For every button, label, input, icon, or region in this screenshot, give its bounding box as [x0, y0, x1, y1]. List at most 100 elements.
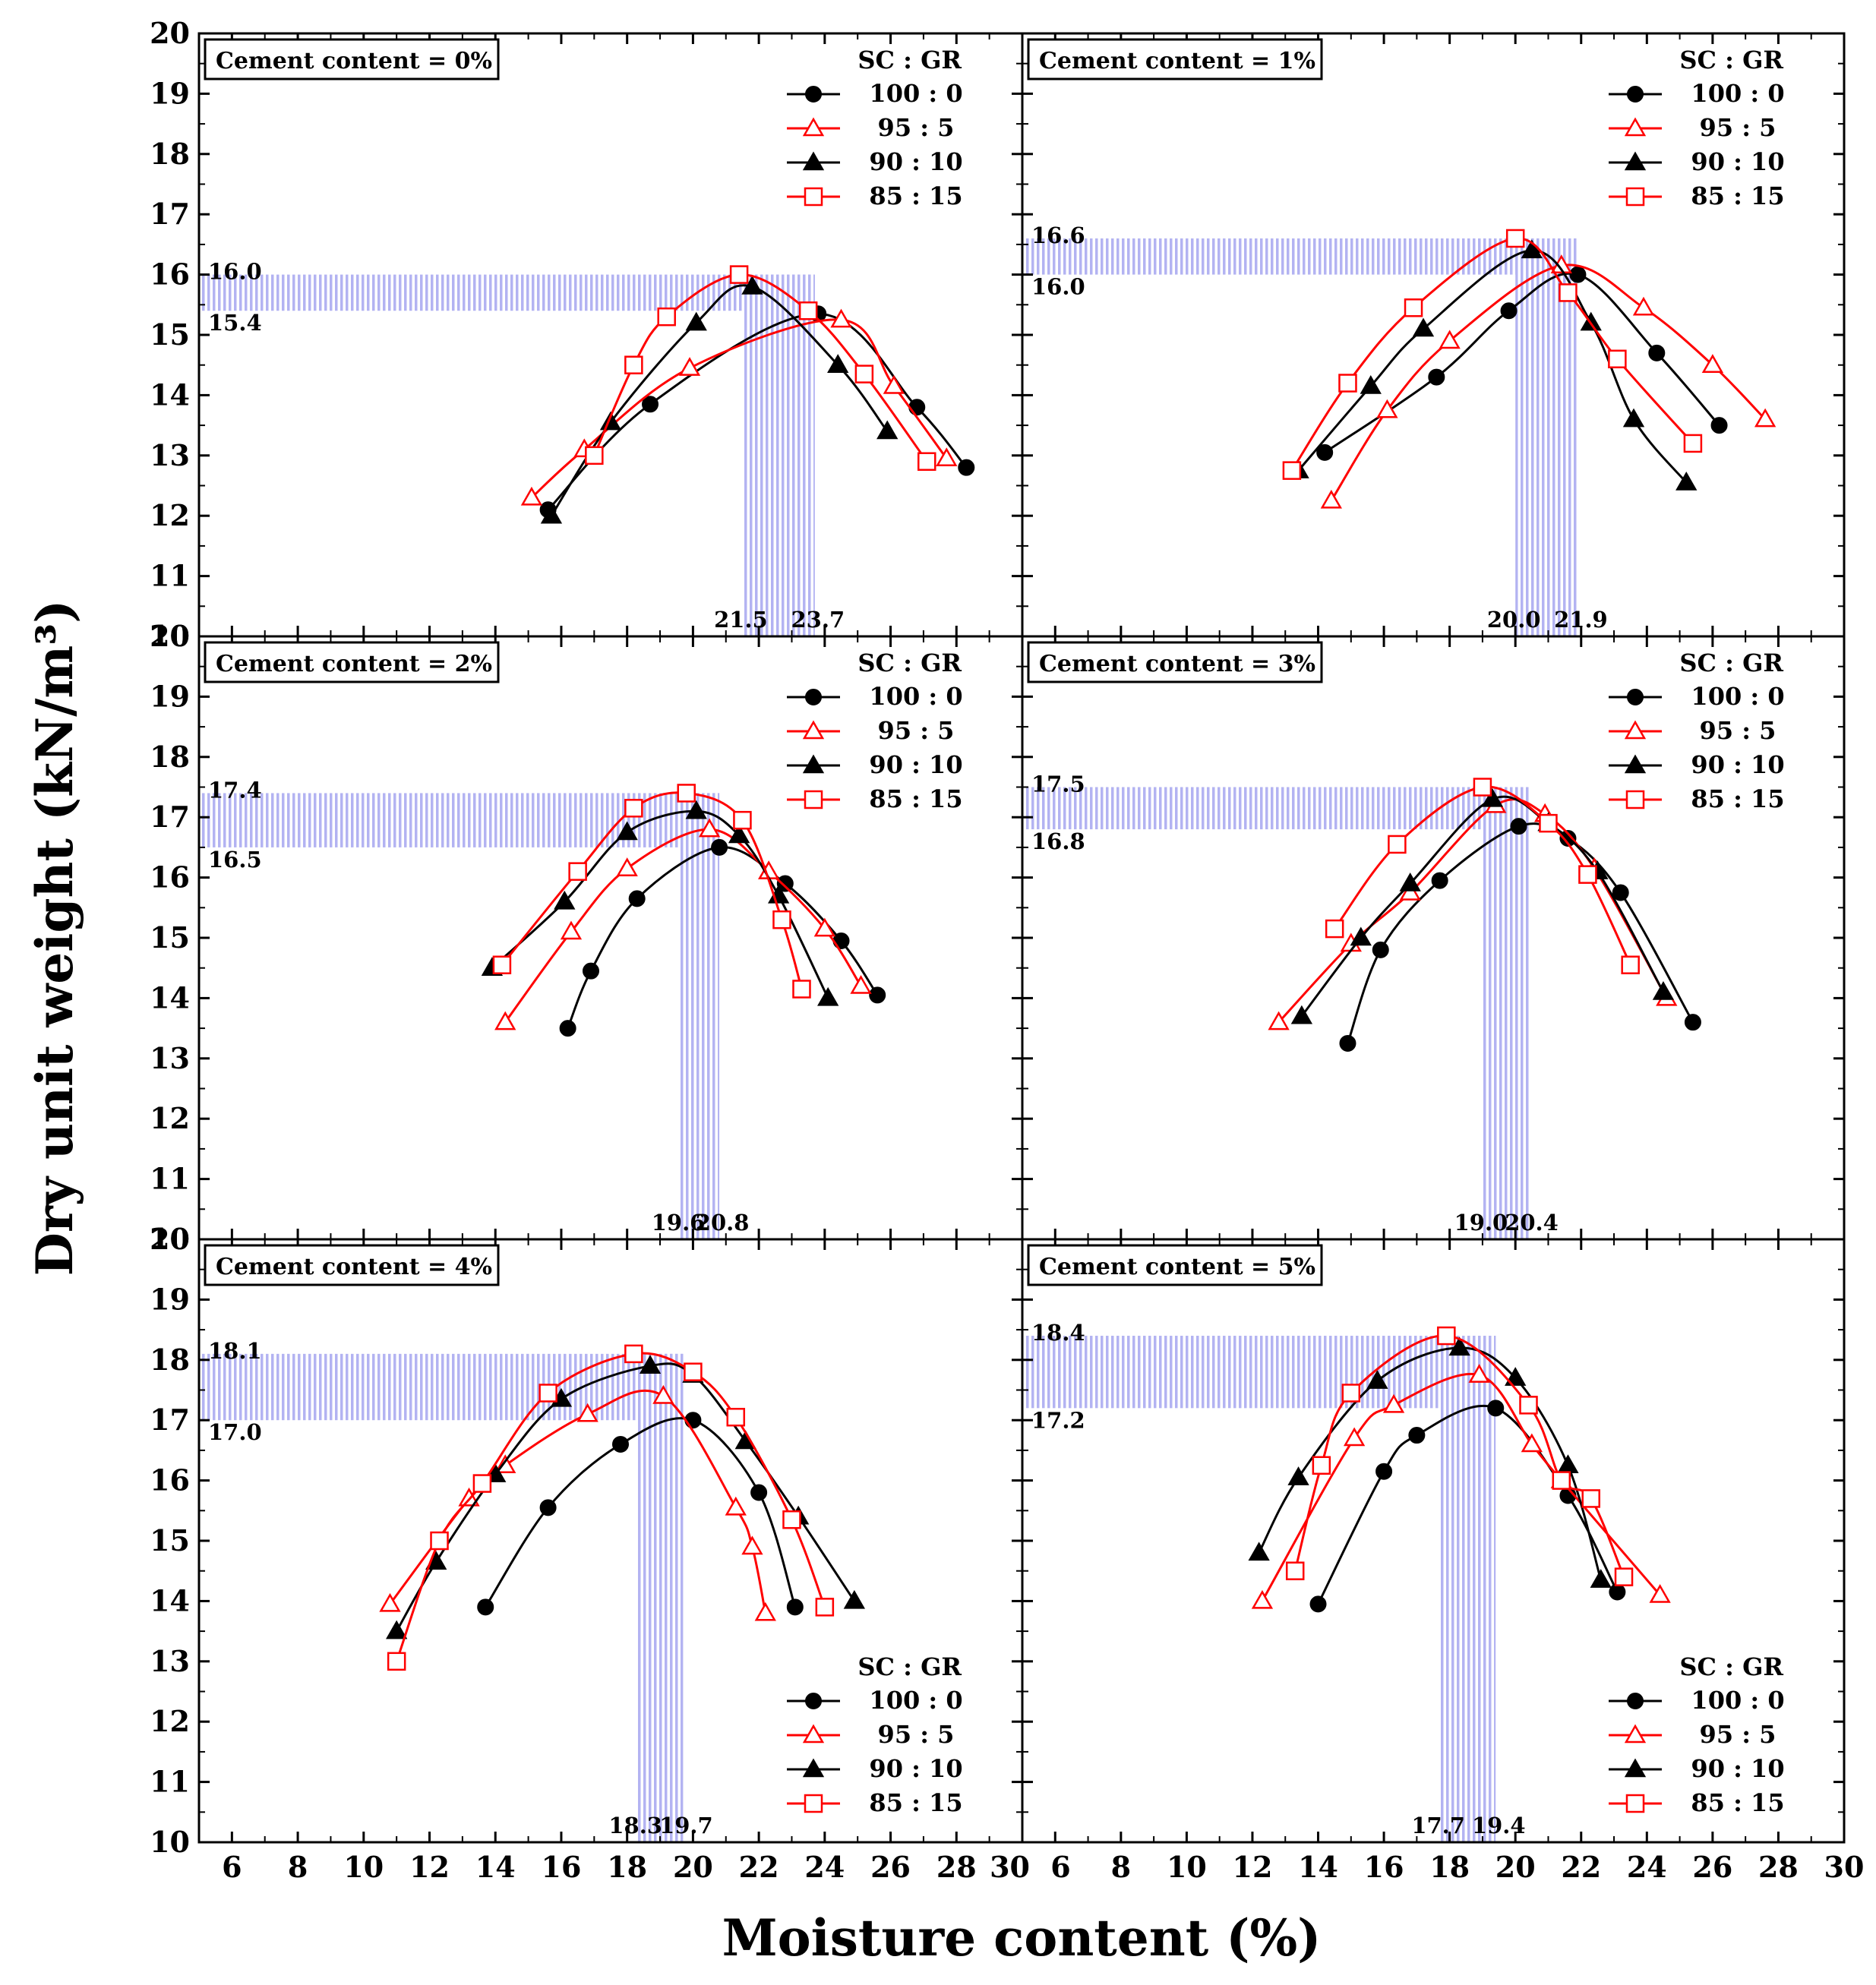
- data-point: [1510, 818, 1527, 835]
- y-tick-label: 14: [150, 377, 190, 412]
- y-tick-label: 11: [150, 1162, 190, 1196]
- data-point: [1505, 1367, 1527, 1386]
- x-band-right-label: 21.9: [1554, 607, 1608, 633]
- legend: SC : GR 100 : 0 95 : 5 90 : 10 85 : 15: [1609, 649, 1785, 813]
- panel-title-text: Cement content = 3%: [1039, 651, 1315, 677]
- legend-marker: [1624, 1758, 1647, 1778]
- data-point: [1608, 349, 1627, 369]
- data-point: [624, 1344, 643, 1364]
- legend-label: 85 : 15: [1691, 181, 1784, 210]
- data-point: [908, 399, 926, 416]
- data-point: [1622, 408, 1645, 428]
- x-tick-label: 14: [1298, 1850, 1338, 1884]
- panel-cement-2: 10 11 12 13 14 15 16 17 18 19 20 17.4 16.5 19.620.8 Ce…: [150, 619, 1024, 1256]
- y-band-upper-label: 17.5: [1031, 772, 1085, 797]
- y-tick-label: 18: [150, 137, 190, 171]
- panel-title-box: [1027, 38, 1323, 80]
- series-line: [530, 318, 948, 499]
- x-tick-label: 12: [1233, 1850, 1273, 1884]
- vertical-band: [1515, 238, 1578, 637]
- x-band-left-label: 19.0: [1454, 1210, 1508, 1235]
- y-tick-label: 18: [150, 1343, 190, 1377]
- data-point: [725, 1496, 747, 1516]
- data-point: [1350, 926, 1372, 946]
- panel-title-box: [1027, 641, 1323, 683]
- legend-marker: [1627, 1693, 1644, 1709]
- legend-marker: [802, 117, 825, 137]
- data-point: [1632, 296, 1655, 316]
- data-point: [477, 1598, 494, 1616]
- data-point: [1382, 1393, 1405, 1413]
- data-point: [582, 962, 599, 980]
- y-band-upper-label: 18.1: [208, 1338, 262, 1364]
- data-point: [1372, 941, 1389, 958]
- vertical-band: [1439, 1336, 1496, 1842]
- data-point: [772, 910, 791, 929]
- legend: SC : GR 100 : 0 95 : 5 90 : 10 85 : 15: [1609, 46, 1785, 210]
- x-band-right-label: 20.8: [696, 1210, 750, 1235]
- data-point: [628, 890, 646, 907]
- horizontal-band: [1022, 787, 1529, 830]
- data-point: [1612, 884, 1629, 901]
- x-tick-label: 6: [222, 1850, 242, 1884]
- y-tick-label: 10: [150, 619, 190, 653]
- ticks-group: [198, 635, 1024, 1241]
- plot-frame: [1021, 1238, 1846, 1844]
- y-tick-label: 16: [150, 860, 190, 895]
- data-point: [1316, 443, 1334, 461]
- y-tick-label: 16: [150, 257, 190, 292]
- x-tick-label: 24: [1627, 1850, 1667, 1884]
- y-band-lower-label: 16.0: [1031, 274, 1085, 300]
- data-point: [1248, 1542, 1270, 1561]
- legend-marker: [1624, 117, 1647, 137]
- panel-title-text: Cement content = 2%: [216, 651, 492, 677]
- data-point: [1282, 461, 1302, 480]
- legend-label: 95 : 5: [1700, 716, 1777, 745]
- x-band-left-label: 17.7: [1411, 1813, 1465, 1838]
- legend-label: 95 : 5: [878, 1720, 955, 1749]
- vertical-band: [1482, 787, 1529, 1239]
- x-band-left-label: 19.6: [652, 1210, 706, 1235]
- data-point: [1320, 489, 1342, 509]
- legend-label: 100 : 0: [1691, 1686, 1784, 1715]
- y-tick-label: 17: [150, 197, 190, 231]
- data-point: [612, 1435, 630, 1453]
- data-point: [1343, 1427, 1366, 1447]
- panel-title-text: Cement content = 1%: [1039, 48, 1315, 74]
- data-point: [813, 917, 835, 937]
- y-tick-label: 14: [150, 1583, 190, 1617]
- series-line: [1297, 249, 1688, 484]
- panel-title: Cement content = 5%: [1027, 1244, 1323, 1286]
- x-band-left-label: 20.0: [1487, 607, 1541, 633]
- data-point: [854, 364, 874, 383]
- x-tick-label: 10: [1167, 1850, 1207, 1884]
- x-band-left-label: 18.3: [608, 1813, 662, 1838]
- x-tick-label: 26: [1692, 1850, 1732, 1884]
- y-tick-label: 11: [150, 1765, 190, 1799]
- data-point: [430, 1531, 449, 1551]
- x-tick-label: 30: [1824, 1850, 1865, 1884]
- series-line: [389, 1389, 767, 1614]
- data-point: [1487, 1400, 1505, 1417]
- data-point: [1290, 1005, 1313, 1024]
- data-point: [538, 1384, 557, 1403]
- data-point: [1399, 873, 1421, 892]
- legend: SC : GR 100 : 0 95 : 5 90 : 10 85 : 15: [787, 46, 963, 210]
- panel-title-box: [204, 641, 500, 683]
- vertical-band: [680, 793, 720, 1239]
- y-tick-label: 12: [150, 1704, 190, 1738]
- legend-title: SC : GR: [857, 649, 962, 677]
- x-tick-label: 24: [804, 1850, 845, 1884]
- y-axis-label: Dry unit weight (kN/m³): [25, 600, 84, 1277]
- data-point: [1431, 872, 1448, 889]
- data-point: [1481, 787, 1504, 807]
- panel-title: Cement content = 0%: [204, 38, 500, 80]
- x-band-right-label: 19.4: [1472, 1813, 1526, 1838]
- data-point: [843, 1589, 866, 1609]
- data-point: [1338, 374, 1357, 393]
- legend-label: 100 : 0: [869, 79, 962, 108]
- data-point: [782, 1510, 801, 1529]
- ticks-group: [1022, 635, 1846, 1241]
- data-point: [917, 452, 936, 471]
- legend-marker: [1624, 1724, 1647, 1744]
